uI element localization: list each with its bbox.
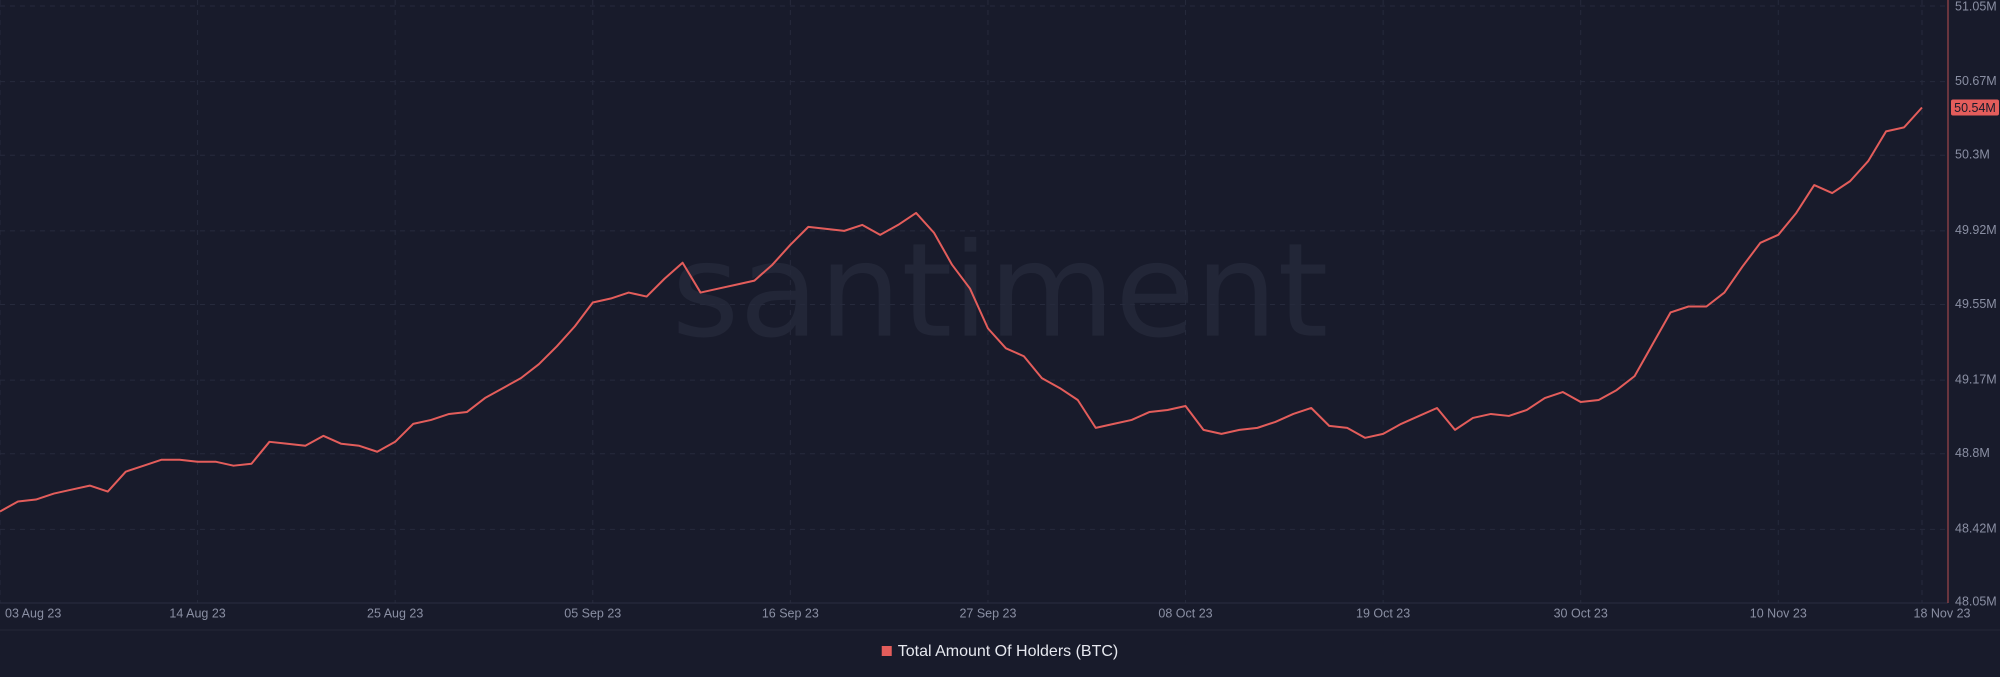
x-tick-label: 03 Aug 23 bbox=[5, 606, 61, 620]
y-tick-label: 51.05M bbox=[1955, 0, 1997, 13]
current-value-badge bbox=[1951, 99, 1999, 116]
series-line bbox=[0, 106, 1923, 513]
y-tick-label: 50.67M bbox=[1955, 74, 1997, 88]
x-tick-label: 14 Aug 23 bbox=[169, 606, 225, 620]
y-tick-label: 49.55M bbox=[1955, 297, 1997, 311]
x-tick-label: 27 Sep 23 bbox=[959, 606, 1016, 620]
x-tick-label: 08 Oct 23 bbox=[1158, 606, 1212, 620]
y-tick-label: 50.3M bbox=[1955, 148, 1990, 162]
legend-label: Total Amount Of Holders (BTC) bbox=[898, 643, 1119, 660]
legend-swatch bbox=[881, 646, 892, 656]
x-tick-label: 19 Oct 23 bbox=[1356, 606, 1410, 620]
x-tick-label: 25 Aug 23 bbox=[367, 606, 423, 620]
y-tick-label: 48.05M bbox=[1955, 594, 1997, 608]
x-tick-label: 30 Oct 23 bbox=[1554, 606, 1608, 620]
x-tick-label: 18 Nov 23 bbox=[1914, 606, 1971, 620]
x-tick-label: 10 Nov 23 bbox=[1750, 606, 1807, 620]
watermark: santiment bbox=[672, 215, 1329, 367]
y-tick-label: 48.8M bbox=[1955, 446, 1990, 460]
y-tick-label: 49.92M bbox=[1955, 223, 1997, 237]
x-tick-label: 05 Sep 23 bbox=[564, 606, 621, 620]
y-tick-label: 49.17M bbox=[1955, 372, 1997, 386]
current-value-label: 50.54M bbox=[1954, 101, 1996, 115]
y-tick-label: 48.42M bbox=[1955, 522, 1997, 536]
x-tick-label: 16 Sep 23 bbox=[762, 606, 819, 620]
